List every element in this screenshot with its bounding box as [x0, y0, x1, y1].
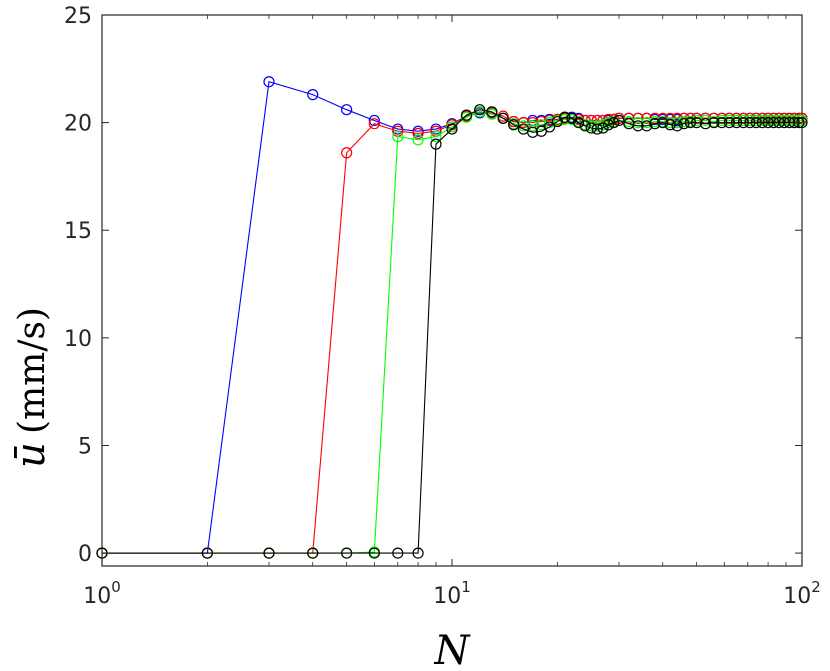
- y-axis-label-symbol: ū: [8, 442, 54, 468]
- series-4-marker: [762, 117, 774, 129]
- x-tick-label-exponent: 1: [461, 578, 471, 596]
- x-tick-label-base: 10: [433, 584, 461, 609]
- x-axis-ticks: 100 101 102: [83, 15, 821, 609]
- series-4-marker: [460, 109, 473, 121]
- series-4-marker: [691, 117, 703, 129]
- series-3-line: [102, 111, 802, 554]
- series-4-marker: [559, 111, 571, 123]
- series-4-marker: [730, 117, 743, 129]
- series-1-marker: [307, 89, 319, 101]
- x-tick-label: 102: [783, 578, 821, 609]
- series-4-marker: [657, 117, 669, 129]
- series-4-marker: [508, 119, 520, 131]
- y-tick-label: 15: [64, 219, 92, 244]
- series-4-marker: [430, 138, 442, 150]
- series-4-marker: [756, 117, 768, 129]
- y-tick-label: 5: [78, 434, 92, 459]
- series-layer: [96, 76, 808, 559]
- series-1-line: [102, 81, 802, 554]
- series-3-marker: [543, 117, 556, 129]
- axis-labels: N ū (mm/s): [8, 307, 472, 671]
- series-4-marker: [527, 126, 539, 138]
- series-4-marker: [793, 117, 805, 129]
- series-3: [96, 106, 808, 559]
- series-4-marker: [744, 117, 756, 129]
- series-4-marker: [392, 547, 404, 559]
- x-axis-label: N: [434, 628, 472, 671]
- series-4-marker: [585, 122, 597, 134]
- series-4-marker: [716, 117, 728, 129]
- series-4-marker: [497, 112, 509, 124]
- series-4-marker: [737, 117, 749, 129]
- series-4-marker: [591, 123, 603, 135]
- series-2-marker: [341, 147, 353, 159]
- series-4-line: [102, 109, 802, 554]
- x-tick-label-base: 10: [83, 584, 111, 609]
- series-3-marker: [535, 119, 547, 131]
- series-4-marker: [608, 117, 620, 129]
- series-1-marker: [341, 104, 353, 116]
- series-3-marker: [671, 117, 683, 129]
- x-tick-label: 101: [433, 578, 471, 609]
- series-4-marker: [572, 117, 585, 129]
- series-2-line: [102, 111, 802, 554]
- series-4-marker: [671, 120, 683, 132]
- series-4-marker: [641, 120, 653, 132]
- series-3-marker: [591, 120, 603, 132]
- series-4-marker: [307, 547, 319, 559]
- series-4-marker: [263, 547, 275, 559]
- x-tick-label: 100: [83, 578, 121, 609]
- series-4-marker: [486, 106, 498, 118]
- series-4-marker: [684, 117, 697, 129]
- series-3-marker: [392, 131, 404, 143]
- series-2: [96, 106, 808, 559]
- x-tick-label-exponent: 0: [111, 578, 121, 596]
- series-4-marker: [579, 120, 591, 132]
- series-4-marker: [474, 104, 486, 116]
- series-1-marker: [263, 76, 275, 88]
- series-2-marker: [412, 127, 424, 139]
- x-tick-label-base: 10: [783, 584, 811, 609]
- y-axis-label-unit: (mm/s): [12, 307, 53, 434]
- y-axis-label: ū (mm/s): [8, 307, 54, 468]
- series-4-marker: [649, 118, 661, 130]
- series-4-marker: [602, 119, 615, 131]
- series-4-marker: [664, 119, 676, 131]
- series-4-marker: [412, 547, 424, 559]
- series-3-marker: [430, 131, 442, 143]
- series-4-marker: [750, 117, 762, 129]
- series-4-marker: [597, 122, 609, 134]
- series-4-marker: [446, 123, 458, 135]
- series-1: [96, 76, 808, 559]
- series-1-marker: [368, 114, 380, 127]
- plot-frame: [101, 14, 803, 567]
- series-4-marker: [368, 547, 380, 559]
- series-3-marker: [412, 134, 424, 146]
- y-axis-ticks: 0 5 10 15 20 25: [64, 4, 802, 567]
- y-tick-label: 25: [64, 4, 92, 29]
- y-tick-label: 20: [64, 112, 92, 137]
- series-4-marker: [708, 117, 720, 129]
- series-4-marker: [632, 120, 644, 132]
- series-4-marker: [341, 547, 353, 559]
- series-4-marker: [699, 118, 712, 130]
- plot-area: [101, 14, 803, 567]
- series-4-marker: [543, 121, 556, 133]
- series-4-marker: [723, 117, 735, 129]
- y-tick-label: 10: [64, 327, 92, 352]
- series-4-marker: [678, 118, 690, 130]
- y-tick-label: 0: [78, 542, 92, 567]
- series-4: [96, 104, 808, 559]
- x-tick-label-exponent: 2: [811, 578, 821, 596]
- series-4-marker: [613, 114, 625, 127]
- series-4-marker: [201, 547, 213, 559]
- series-4-marker: [768, 117, 780, 129]
- series-2-marker: [368, 118, 380, 130]
